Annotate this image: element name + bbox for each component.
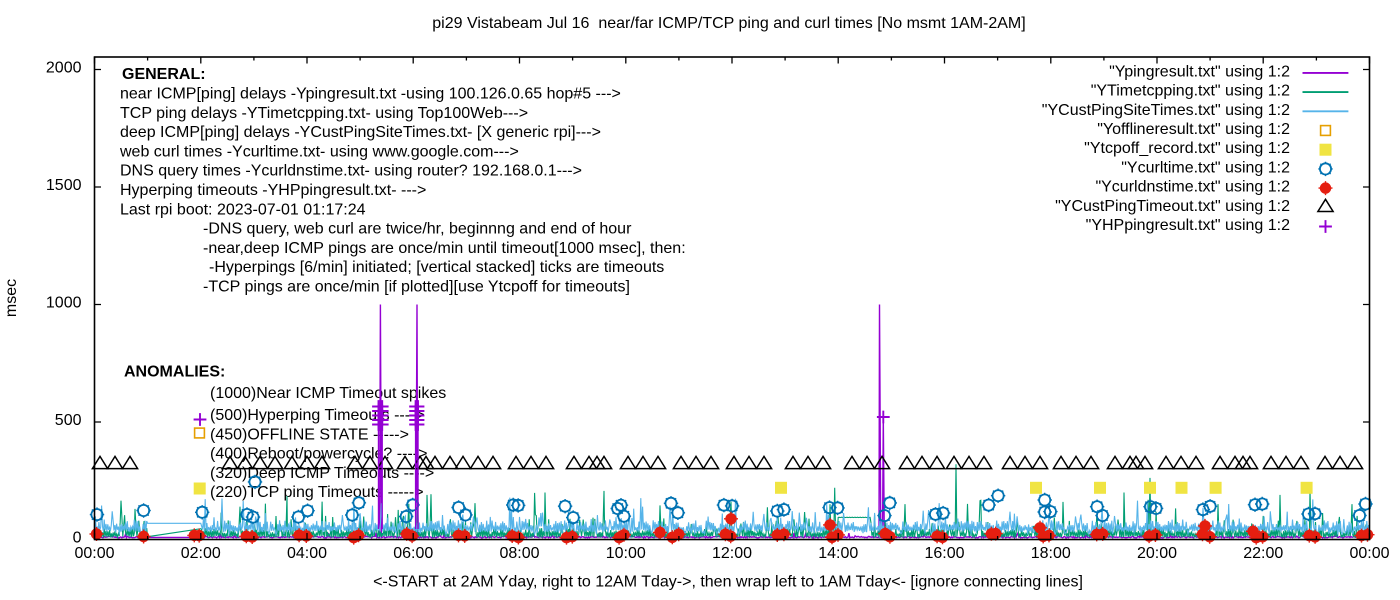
svg-text:00:00: 00:00 (74, 545, 114, 562)
svg-text:0: 0 (73, 530, 82, 547)
svg-text:2000: 2000 (46, 60, 82, 77)
svg-text:22:00: 22:00 (1243, 545, 1283, 562)
svg-text:near ICMP[ping] delays -Ypingr: near ICMP[ping] delays -Ypingresult.txt … (120, 86, 621, 103)
svg-text:-TCP pings are once/min [if pl: -TCP pings are once/min [if plotted][use… (203, 279, 630, 296)
svg-text:<-START at 2AM Yday, right to: <-START at 2AM Yday, right to 12AM Tday-… (373, 574, 1083, 591)
svg-text:-near,deep ICMP pings are once: -near,deep ICMP pings are once/min until… (203, 240, 686, 257)
svg-text:web curl times -Ycurltime.txt-: web curl times -Ycurltime.txt- using www… (119, 143, 519, 160)
svg-text:"YHPpingresult.txt" using 1:2: "YHPpingresult.txt" using 1:2 (1086, 217, 1290, 234)
svg-text:18:00: 18:00 (1031, 545, 1071, 562)
svg-text:DNS query times -Ycurldnstime.: DNS query times -Ycurldnstime.txt- using… (120, 163, 582, 180)
svg-text:16:00: 16:00 (924, 545, 964, 562)
svg-text:"Ycurldnstime.txt" using 1:2: "Ycurldnstime.txt" using 1:2 (1095, 179, 1290, 196)
svg-text:(1000)Near ICMP Timeout spikes: (1000)Near ICMP Timeout spikes (210, 385, 446, 402)
svg-text:"Ycurltime.txt" using 1:2: "Ycurltime.txt" using 1:2 (1121, 159, 1290, 176)
svg-text:1500: 1500 (46, 177, 82, 194)
svg-text:14:00: 14:00 (818, 545, 858, 562)
svg-text:(400)Reboot/powercycle? ---->: (400)Reboot/powercycle? ----> (210, 446, 427, 463)
svg-text:500: 500 (55, 412, 82, 429)
svg-text:-Hyperpings [6/min] initiated;: -Hyperpings [6/min] initiated; [vertical… (209, 259, 664, 276)
svg-text:00:00: 00:00 (1349, 545, 1389, 562)
svg-text:1000: 1000 (46, 295, 82, 312)
svg-text:"Yofflineresult.txt" using 1:2: "Yofflineresult.txt" using 1:2 (1097, 121, 1290, 138)
svg-text:10:00: 10:00 (606, 545, 646, 562)
svg-text:pi29 Vistabeam Jul 16 near/fa: pi29 Vistabeam Jul 16 near/far ICMP/TCP … (432, 15, 1025, 32)
svg-text:"Ytcpoff_record.txt" using 1:2: "Ytcpoff_record.txt" using 1:2 (1084, 140, 1290, 157)
svg-text:04:00: 04:00 (287, 545, 327, 562)
svg-text:"YCustPingSiteTimes.txt" using: "YCustPingSiteTimes.txt" using 1:2 (1042, 102, 1290, 119)
svg-text:GENERAL:: GENERAL: (122, 66, 206, 83)
svg-text:08:00: 08:00 (499, 545, 539, 562)
svg-text:(450)OFFLINE STATE ----->: (450)OFFLINE STATE -----> (210, 426, 409, 443)
svg-text:ANOMALIES:: ANOMALIES: (124, 364, 225, 381)
svg-text:(500)Hyperping Timeouts ---->: (500)Hyperping Timeouts ----> (210, 407, 425, 424)
svg-text:(220)TCP ping Timeouts ----->: (220)TCP ping Timeouts -----> (210, 484, 424, 501)
svg-text:deep ICMP[ping] delays -YCustP: deep ICMP[ping] delays -YCustPingSiteTim… (120, 124, 601, 141)
svg-text:"YTimetcpping.txt" using 1:2: "YTimetcpping.txt" using 1:2 (1091, 83, 1290, 100)
svg-text:(320)Deep ICMP Timeouts ---->: (320)Deep ICMP Timeouts ----> (210, 465, 434, 482)
svg-text:06:00: 06:00 (393, 545, 433, 562)
svg-text:Hyperping timeouts -YHPpingres: Hyperping timeouts -YHPpingresult.txt- -… (120, 182, 426, 199)
svg-text:"Ypingresult.txt" using 1:2: "Ypingresult.txt" using 1:2 (1109, 63, 1290, 80)
svg-text:msec: msec (3, 279, 20, 317)
svg-text:12:00: 12:00 (712, 545, 752, 562)
svg-text:Last rpi boot: 2023-07-01 01:1: Last rpi boot: 2023-07-01 01:17:24 (120, 201, 366, 218)
svg-text:20:00: 20:00 (1137, 545, 1177, 562)
svg-text:-DNS query, web curl are twice: -DNS query, web curl are twice/hr, begin… (203, 221, 632, 238)
svg-text:TCP ping delays -YTimetcpping.: TCP ping delays -YTimetcpping.txt- using… (120, 105, 528, 122)
svg-text:02:00: 02:00 (181, 545, 221, 562)
svg-text:"YCustPingTimeout.txt" using 1: "YCustPingTimeout.txt" using 1:2 (1055, 198, 1290, 215)
